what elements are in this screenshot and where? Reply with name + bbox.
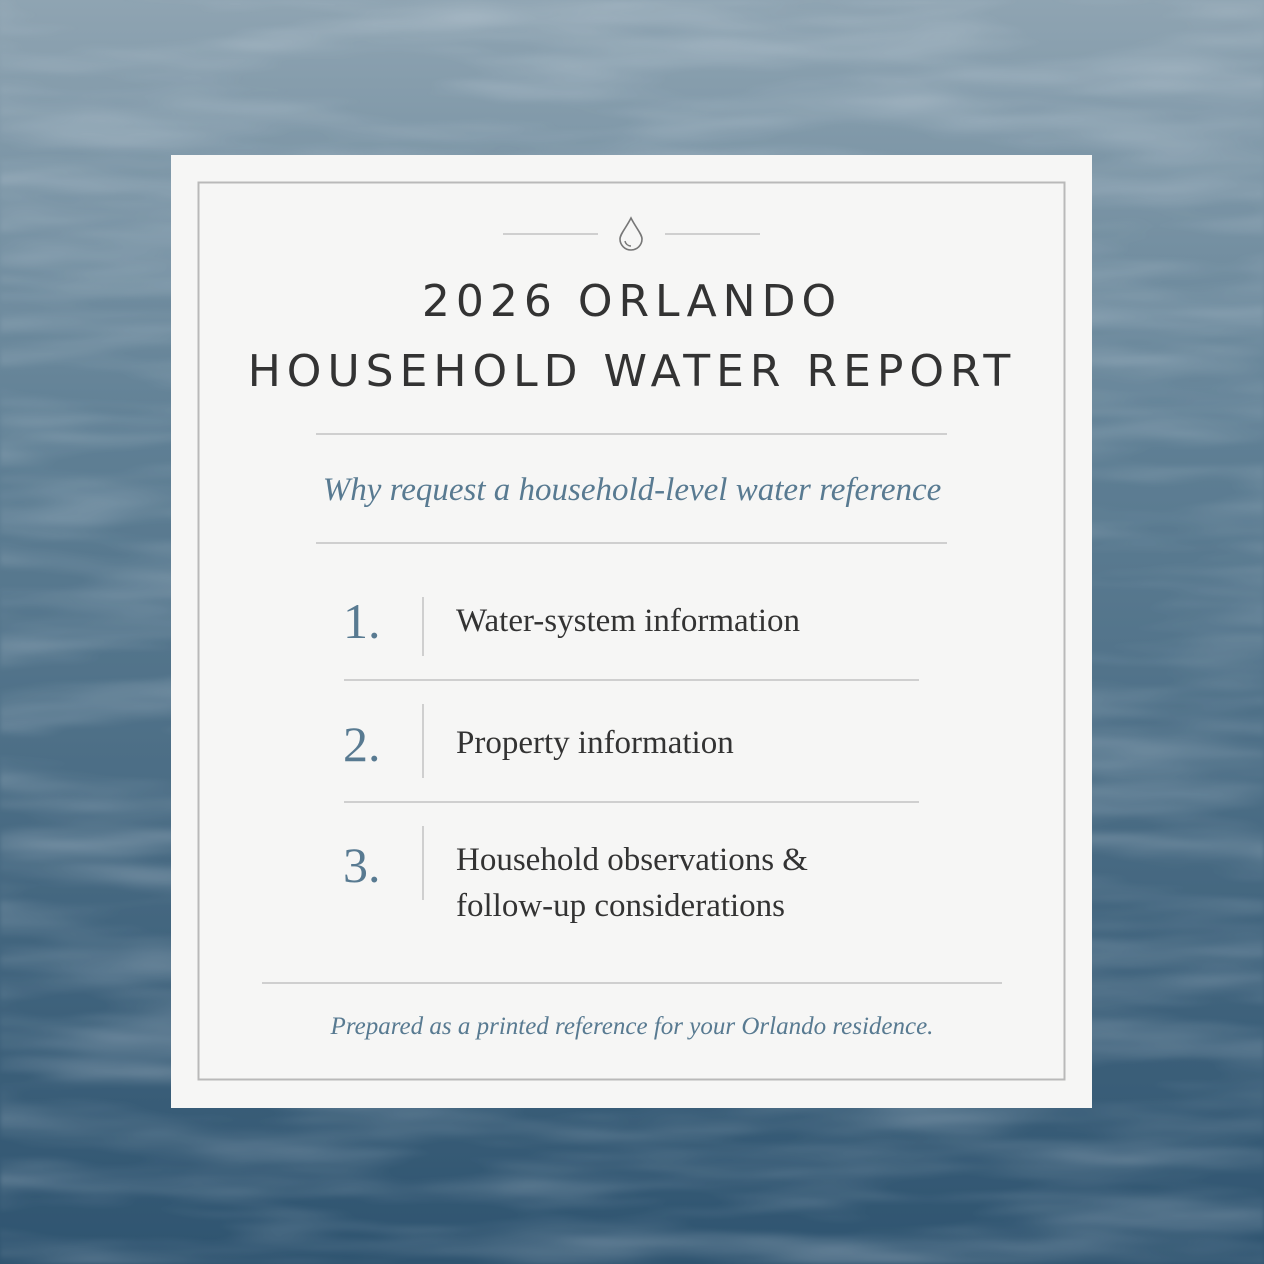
- subtitle: Why request a household-level water refe…: [323, 472, 942, 508]
- drop-icon: [619, 216, 643, 251]
- card: [171, 155, 1092, 1108]
- item-text: Household observations &: [456, 842, 808, 878]
- item-number: 3.: [343, 837, 381, 893]
- item-text: Property information: [456, 725, 734, 761]
- item-text: follow-up considerations: [456, 888, 785, 924]
- item-text: Water-system information: [456, 603, 800, 639]
- title-line: 2026 ORLANDO: [422, 276, 842, 327]
- title-line: HOUSEHOLD WATER REPORT: [248, 346, 1017, 397]
- drop-icon-shine: [624, 240, 632, 247]
- item-number: 1.: [343, 593, 381, 649]
- item-number: 2.: [343, 716, 381, 772]
- footer-note: Prepared as a printed reference for your…: [330, 1013, 934, 1040]
- card-border: [197, 181, 1066, 1081]
